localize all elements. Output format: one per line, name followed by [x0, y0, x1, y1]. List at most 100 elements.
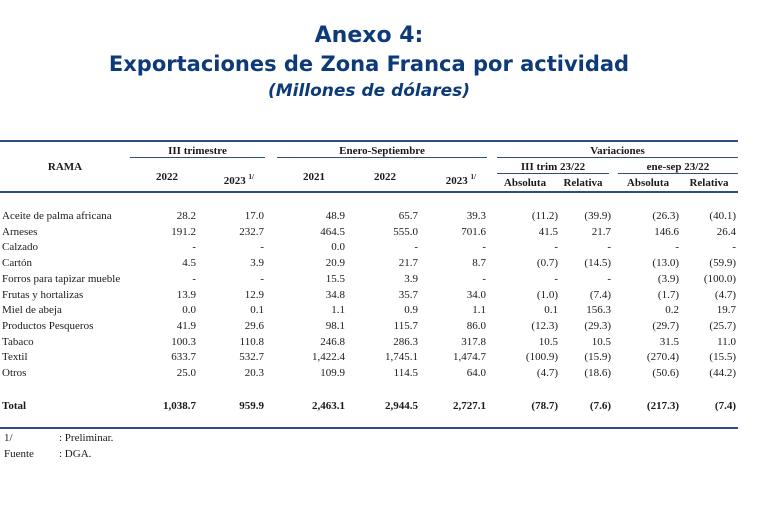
- enesep-relativa-cell: (44.2): [709, 367, 736, 379]
- iii-trim-2022-cell: 191.2: [171, 226, 196, 238]
- enesep-relativa-cell: (59.9): [709, 257, 736, 269]
- footnote-value: : DGA.: [59, 448, 92, 460]
- enesep-relativa-cell: 26.4: [716, 226, 736, 238]
- trim-absoluta-cell: -: [554, 241, 558, 253]
- ene-sep-2022-cell: -: [414, 241, 418, 253]
- rama-label: Miel de abeja: [2, 304, 62, 316]
- absoluta2-header: Absoluta: [626, 177, 670, 189]
- variaciones-group-rule: [497, 157, 738, 158]
- iii-trim-2022-cell: 0.0: [182, 304, 196, 316]
- enesep-absoluta-cell: (13.0): [652, 257, 679, 269]
- ene-sep-2023-cell: 317.8: [461, 336, 486, 348]
- col-2023b-header: 2023 1/: [420, 171, 476, 188]
- enesep-absoluta-cell: (3.9): [657, 273, 679, 285]
- iii-trim-2022-cell: 28.2: [176, 210, 196, 222]
- enesep-absoluta-cell: (270.4): [646, 351, 679, 363]
- iii-trim-2022-cell: 633.7: [171, 351, 196, 363]
- iii-trim-2023-cell: 3.9: [250, 257, 264, 269]
- ene-sep-2023-cell: 64.0: [466, 367, 486, 379]
- trim-relativa-cell: (29.3): [584, 320, 611, 332]
- ene-sep-2022-cell: 2,944.5: [385, 400, 418, 412]
- trim-absoluta-cell: -: [554, 273, 558, 285]
- col-2023b-year: 2023: [445, 175, 468, 187]
- trim-absoluta-cell: (4.7): [536, 367, 558, 379]
- trim-relativa-cell: 21.7: [591, 226, 611, 238]
- trim-variation-header: III trim 23/22: [520, 161, 586, 173]
- ene-sep-2021-cell: 464.5: [320, 226, 345, 238]
- ene-sep-2021-cell: 246.8: [320, 336, 345, 348]
- col-2023-year: 2023: [223, 175, 246, 187]
- trim-absoluta-cell: (78.7): [531, 400, 558, 412]
- trim-sub-rule: [497, 173, 609, 174]
- ene-sep-2022-cell: 35.7: [398, 289, 418, 301]
- rama-label: Calzado: [2, 241, 39, 253]
- title-block: Anexo 4: Exportaciones de Zona Franca po…: [0, 22, 738, 102]
- enero-septiembre-header: Enero-Septiembre: [339, 145, 425, 157]
- col-2022b-header: 2022: [374, 171, 396, 183]
- iii-trim-2023-cell: -: [260, 273, 264, 285]
- trim-relativa-cell: (7.4): [589, 289, 611, 301]
- enesep-absoluta-cell: 146.6: [654, 226, 679, 238]
- ene-sep-2022-cell: 555.0: [393, 226, 418, 238]
- enesep-relativa-cell: (15.5): [709, 351, 736, 363]
- ene-sep-2023-cell: 2,727.1: [453, 400, 486, 412]
- enesep-relativa-cell: (100.0): [703, 273, 736, 285]
- relativa-header: Relativa: [563, 177, 603, 189]
- ene-sep-2022-cell: 0.9: [404, 304, 418, 316]
- trim-relativa-cell: 10.5: [591, 336, 611, 348]
- iii-trim-2023-cell: 0.1: [250, 304, 264, 316]
- table-bottom-rule: [0, 427, 738, 429]
- col-2022-header: 2022: [156, 171, 178, 183]
- trim-absoluta-cell: (11.2): [531, 210, 558, 222]
- trim-relativa-cell: (18.6): [584, 367, 611, 379]
- trim-absoluta-cell: 0.1: [544, 304, 558, 316]
- col-2023-header: 2023 1/: [200, 171, 254, 188]
- ene-sep-2021-cell: 109.9: [320, 367, 345, 379]
- enesep-absoluta-cell: 0.2: [665, 304, 679, 316]
- trim-absoluta-cell: 10.5: [538, 336, 558, 348]
- ene-sep-2023-cell: 1,474.7: [453, 351, 486, 363]
- ene-sep-2022-cell: 115.7: [393, 320, 418, 332]
- col-2021-header: 2021: [303, 171, 325, 183]
- rama-label: Productos Pesqueros: [2, 320, 94, 332]
- enero-group-rule: [277, 157, 487, 158]
- enesep-absoluta-cell: -: [675, 241, 679, 253]
- relativa2-header: Relativa: [689, 177, 729, 189]
- ene-sep-2021-cell: 20.9: [325, 257, 345, 269]
- rama-label: Total: [2, 400, 27, 412]
- iii-trim-2023-cell: 12.9: [244, 289, 264, 301]
- trim-relativa-cell: (39.9): [584, 210, 611, 222]
- annex-title: Anexo 4:: [314, 23, 424, 48]
- iii-trim-2022-cell: 25.0: [176, 367, 196, 379]
- footnote-key: Fuente: [4, 448, 34, 460]
- trim-relativa-cell: -: [607, 241, 611, 253]
- trim-absoluta-cell: (1.0): [536, 289, 558, 301]
- ene-sep-2023-cell: 34.0: [466, 289, 486, 301]
- trim-relativa-cell: -: [607, 273, 611, 285]
- iii-trim-2023-cell: 959.9: [239, 400, 264, 412]
- ene-sep-2021-cell: 1,422.4: [312, 351, 345, 363]
- rama-label: Cartón: [2, 257, 32, 269]
- trimestre-header: III trimestre: [168, 145, 227, 157]
- footnote-value: : Preliminar.: [59, 432, 114, 444]
- iii-trim-2023-cell: 17.0: [244, 210, 264, 222]
- iii-trim-2022-cell: 41.9: [176, 320, 196, 332]
- variaciones-header: Variaciones: [590, 145, 645, 157]
- ene-sep-2023-cell: -: [482, 273, 486, 285]
- trim-absoluta-cell: 41.5: [538, 226, 558, 238]
- footnote-key: 1/: [4, 432, 13, 444]
- trim-relativa-cell: (14.5): [584, 257, 611, 269]
- iii-trim-2022-cell: 1,038.7: [163, 400, 196, 412]
- iii-trim-2023-cell: 232.7: [239, 226, 264, 238]
- col-2023b-footnote-mark: 1/: [470, 173, 476, 181]
- rama-label: Aceite de palma africana: [2, 210, 112, 222]
- enesep-relativa-cell: (4.7): [714, 289, 736, 301]
- iii-trim-2022-cell: -: [192, 241, 196, 253]
- table-top-rule: [0, 140, 738, 142]
- trim-relativa-cell: 156.3: [586, 304, 611, 316]
- enesep-relativa-cell: (40.1): [709, 210, 736, 222]
- iii-trim-2022-cell: 100.3: [171, 336, 196, 348]
- ene-sep-2021-cell: 98.1: [325, 320, 345, 332]
- enesep-sub-rule: [618, 173, 738, 174]
- iii-trim-2023-cell: -: [260, 241, 264, 253]
